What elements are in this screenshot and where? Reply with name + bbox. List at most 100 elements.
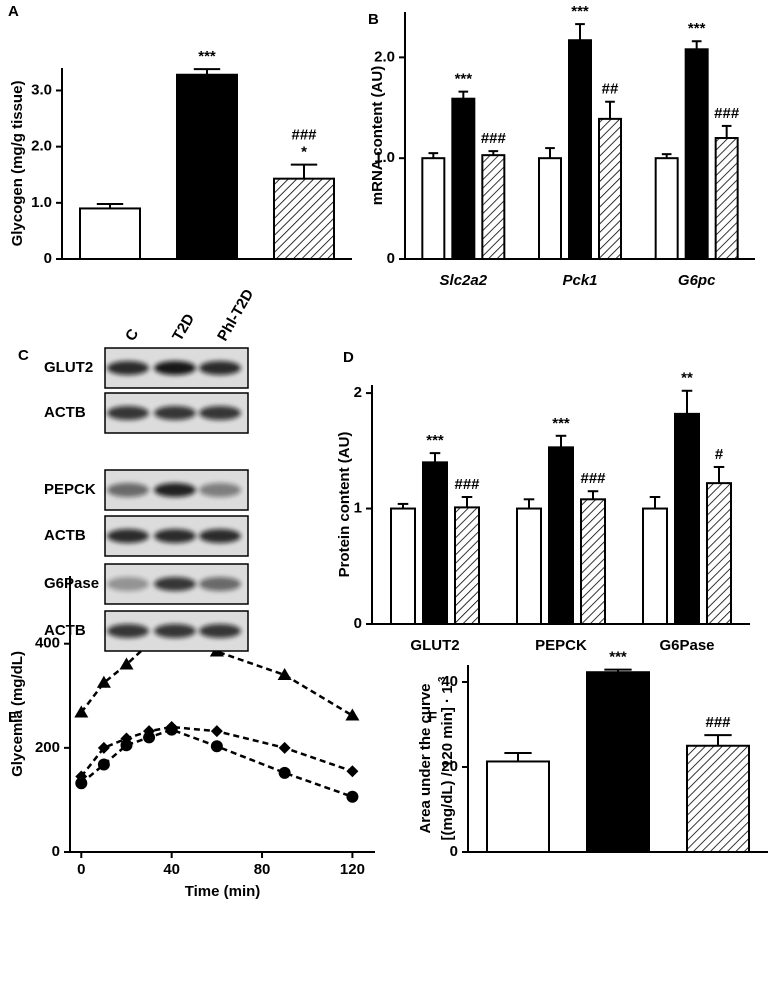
series-line <box>80 636 354 717</box>
x-tick-label: 80 <box>254 861 271 878</box>
marker <box>120 739 133 752</box>
blot-row-label: PEPCK <box>44 481 96 498</box>
marker <box>210 725 223 738</box>
error-bar <box>587 490 599 500</box>
bar <box>674 412 700 626</box>
significance-mark: ### <box>705 714 731 731</box>
blot-band <box>199 577 241 591</box>
x-tick-label: 0 <box>77 861 85 878</box>
error-bar <box>713 465 725 484</box>
y-tick-label: 40 <box>441 673 458 690</box>
blot-band <box>199 406 241 420</box>
x-tick-label: GLUT2 <box>410 637 459 654</box>
y-tick-label: 0 <box>450 843 458 860</box>
y-tick-label: 0 <box>44 250 52 267</box>
bar <box>481 154 506 260</box>
bar <box>684 48 709 260</box>
y-axis-label-sup: -3 <box>437 676 448 685</box>
marker <box>346 790 359 803</box>
blot-row-label: ACTB <box>44 622 86 639</box>
error-bar <box>96 202 124 209</box>
error-bar <box>193 68 221 75</box>
error-bar <box>458 90 469 99</box>
bar <box>516 507 542 626</box>
error-bar <box>429 452 441 463</box>
error-bar <box>545 147 555 159</box>
significance-mark: *** <box>571 3 589 20</box>
blot-row-label: G6Pase <box>44 575 99 592</box>
x-tick-label: Slc2a2 <box>440 272 488 289</box>
blot-band <box>154 577 196 591</box>
bar <box>548 446 574 626</box>
error-bar <box>575 23 585 41</box>
x-tick-label: G6pc <box>678 272 716 289</box>
error-bar <box>661 153 672 159</box>
blot-band <box>107 406 149 420</box>
error-bar <box>523 498 535 509</box>
bar <box>714 137 739 260</box>
marker <box>165 723 178 736</box>
blot-band <box>154 361 196 375</box>
blot-band <box>107 577 149 591</box>
x-axis-label: Time (min) <box>185 883 261 900</box>
marker <box>74 705 89 718</box>
x-tick-label: 120 <box>340 861 365 878</box>
significance-mark: ### <box>291 127 317 144</box>
bar <box>176 73 238 260</box>
blot-row-label: ACTB <box>44 404 86 421</box>
error-bar <box>397 502 409 509</box>
blot-row-label: ACTB <box>44 527 86 544</box>
panel-label: C <box>18 347 29 364</box>
panel-label: E <box>8 709 18 726</box>
x-tick-label: G6Pase <box>659 637 714 654</box>
blot-band <box>107 529 149 543</box>
error-bar <box>555 434 567 448</box>
y-tick-label: 200 <box>35 739 60 756</box>
blot-band <box>154 529 196 543</box>
x-tick-label: Pck1 <box>562 272 597 289</box>
significance-mark: ** <box>681 370 693 387</box>
marker <box>97 741 110 754</box>
blot-band <box>199 483 241 497</box>
bar <box>598 117 622 260</box>
significance-mark: *** <box>426 432 444 449</box>
panel-label: A <box>8 3 19 20</box>
marker <box>210 740 223 753</box>
y-tick-label: 2.0 <box>31 138 52 155</box>
marker <box>75 777 88 790</box>
y-tick-label: 1.0 <box>374 149 395 166</box>
blot-band <box>154 483 196 497</box>
marker <box>346 765 359 778</box>
significance-mark: *** <box>688 20 706 37</box>
error-bar <box>461 495 473 508</box>
bar <box>454 506 480 625</box>
marker <box>97 758 110 771</box>
error-bar <box>428 152 439 159</box>
bar <box>451 97 476 260</box>
significance-mark: # <box>715 446 724 463</box>
marker <box>278 766 291 779</box>
blot-band <box>154 406 196 420</box>
y-axis-label-part: [(mg/dL) / 120 min] · 1 <box>439 685 456 840</box>
lane-label: Phl-T2D <box>214 286 257 344</box>
bar <box>390 507 416 626</box>
y-axis-label: [(mg/dL) / 120 min] · 1-3 <box>437 676 456 840</box>
y-tick-label: 20 <box>441 758 458 775</box>
blot-band <box>107 483 149 497</box>
significance-mark: *** <box>609 649 627 666</box>
bar <box>421 157 446 260</box>
error-bar <box>681 389 693 414</box>
blot-band <box>107 361 149 375</box>
y-tick-label: 2.0 <box>374 48 395 65</box>
error-bar <box>649 495 661 509</box>
bar <box>486 760 550 853</box>
significance-mark: ### <box>714 105 740 122</box>
x-tick-label: 40 <box>163 861 180 878</box>
significance-mark: ### <box>454 476 480 493</box>
y-axis-label: Area under the curve <box>417 683 434 833</box>
blot-row-label: GLUT2 <box>44 359 93 376</box>
bar <box>686 744 750 853</box>
significance-mark: ### <box>481 130 507 147</box>
error-bar <box>604 668 632 673</box>
